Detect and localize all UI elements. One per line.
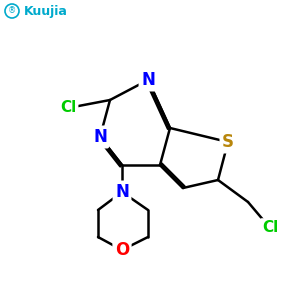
Text: Cl: Cl bbox=[60, 100, 76, 116]
Text: ®: ® bbox=[8, 7, 16, 16]
Text: Cl: Cl bbox=[262, 220, 278, 236]
Text: S: S bbox=[222, 133, 234, 151]
Text: N: N bbox=[141, 71, 155, 89]
Text: Kuujia: Kuujia bbox=[24, 4, 68, 17]
Text: O: O bbox=[115, 241, 129, 259]
Text: N: N bbox=[93, 128, 107, 146]
Text: N: N bbox=[115, 183, 129, 201]
